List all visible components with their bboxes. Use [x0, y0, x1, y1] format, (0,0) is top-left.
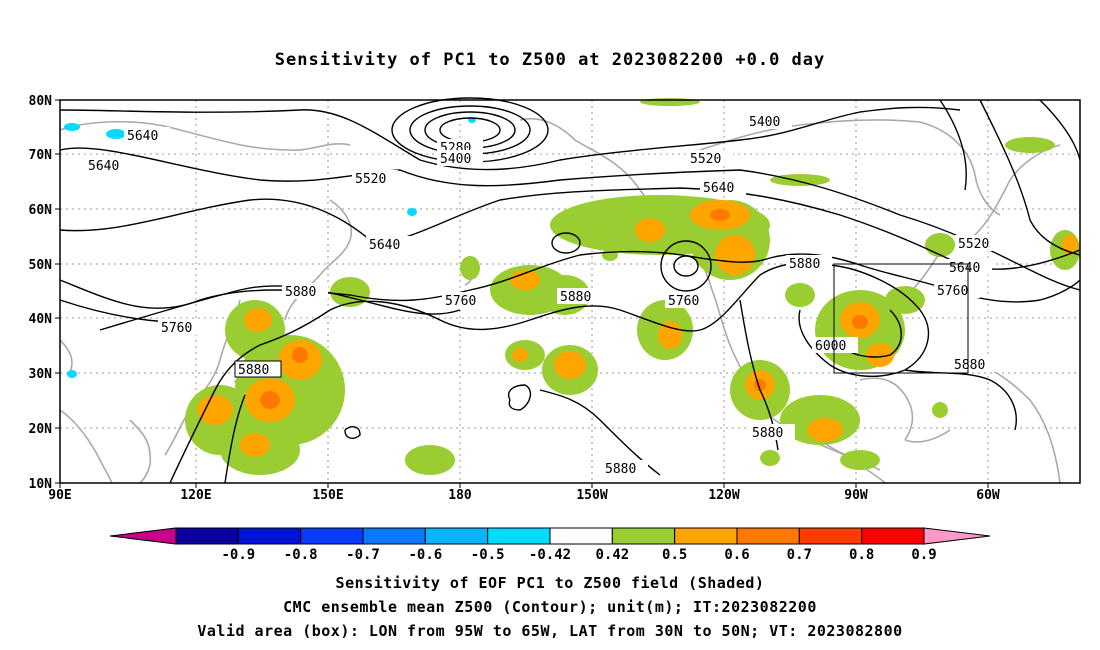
contour-label: 5760 — [445, 294, 476, 309]
contour-label: 5880 — [752, 426, 783, 441]
lat-label: 60N — [29, 203, 53, 218]
contour-label: 5520 — [958, 237, 989, 252]
valid-area-box — [833, 263, 969, 374]
contour-label: 5640 — [127, 129, 158, 144]
caption-line-3: Valid area (box): LON from 95W to 65W, L… — [197, 622, 903, 640]
colorbar-label: 0.6 — [724, 547, 749, 563]
lon-label: 120W — [708, 488, 739, 503]
contour-label: 5880 — [285, 285, 316, 300]
contour-label: 5640 — [88, 159, 119, 174]
lat-label: 30N — [29, 367, 53, 382]
lon-label: 60W — [976, 488, 1000, 503]
axis-ticks — [55, 99, 989, 488]
colorbar: -0.9 -0.8 -0.7 -0.6 -0.5 -0.42 0.42 0.5 0.6 0.7 0.… — [109, 527, 991, 563]
colorbar-swatch — [798, 527, 863, 545]
colorbar-swatch — [487, 527, 551, 545]
colorbar-label: -0.8 — [284, 547, 318, 563]
contour-label: 5400 — [440, 152, 471, 167]
lat-label: 50N — [29, 258, 53, 273]
contour-label: 5520 — [355, 172, 386, 187]
lon-label: 120E — [180, 488, 211, 503]
contour-label: 5640 — [703, 181, 734, 196]
caption-line-1: Sensitivity of EOF PC1 to Z500 field (Sh… — [335, 574, 765, 592]
colorbar-swatch — [611, 527, 676, 545]
contour-label: 5520 — [690, 152, 721, 167]
colorbar-label: -0.5 — [471, 547, 505, 563]
colorbar-swatch — [549, 527, 613, 545]
contour-label: 5760 — [937, 284, 968, 299]
map-frame — [59, 99, 1081, 484]
colorbar-label: 0.7 — [787, 547, 812, 563]
map-title: Sensitivity of PC1 to Z500 at 2023082200… — [274, 50, 826, 70]
colorbar-swatch — [923, 527, 991, 545]
lat-label: 70N — [29, 148, 53, 163]
contour-label: 6000 — [815, 339, 846, 354]
sensitivity-shading — [64, 98, 1080, 475]
colorbar-label: 0.9 — [911, 547, 936, 563]
lon-label: 90W — [844, 488, 868, 503]
colorbar-swatch — [362, 527, 426, 545]
contour-label: 5760 — [161, 321, 192, 336]
lat-label: 80N — [29, 94, 53, 109]
colorbar-label: -0.7 — [346, 547, 380, 563]
colorbar-swatch — [736, 527, 800, 545]
contour-label: 5880 — [954, 358, 985, 373]
latitude-labels: 80N 70N 60N 50N 40N 30N 20N 10N — [29, 94, 53, 492]
colorbar-label: -0.9 — [221, 547, 255, 563]
contour-label: 5400 — [749, 115, 780, 130]
colorbar-label: 0.8 — [849, 547, 874, 563]
colorbar-swatch — [424, 527, 489, 545]
contour-label: 5640 — [369, 238, 400, 253]
colorbar-swatch — [300, 527, 364, 545]
colorbar-label: -0.42 — [529, 547, 571, 563]
colorbar-label: 0.42 — [595, 547, 629, 563]
contour-label: 5880 — [560, 290, 591, 305]
contour-label: 5880 — [238, 363, 269, 378]
lat-label: 20N — [29, 422, 53, 437]
contour-label: 5880 — [789, 257, 820, 272]
colorbar-label: -0.6 — [408, 547, 442, 563]
longitude-labels: 90E 120E 150E 180 150W 120W 90W 60W — [48, 488, 1000, 503]
lat-label: 10N — [29, 477, 53, 492]
contour-label: 5640 — [949, 261, 980, 276]
lon-label: 150E — [312, 488, 343, 503]
contour-label-group: 5640 5640 5520 5640 5760 5880 5880 5280 … — [85, 113, 1001, 477]
coastlines — [59, 117, 1061, 484]
colorbar-swatch — [175, 527, 239, 545]
lon-label: 90E — [48, 488, 71, 503]
lon-label: 150W — [576, 488, 607, 503]
caption-line-2: CMC ensemble mean Z500 (Contour); unit(m… — [283, 598, 817, 616]
colorbar-swatch — [109, 527, 177, 545]
lon-label: 180 — [448, 488, 472, 503]
colorbar-swatch — [674, 527, 738, 545]
colorbar-swatch — [861, 527, 925, 545]
lat-label: 40N — [29, 312, 53, 327]
colorbar-label: 0.5 — [662, 547, 687, 563]
contour-label: 5880 — [605, 462, 636, 477]
contour-label: 5760 — [668, 294, 699, 309]
colorbar-swatch — [237, 527, 302, 545]
